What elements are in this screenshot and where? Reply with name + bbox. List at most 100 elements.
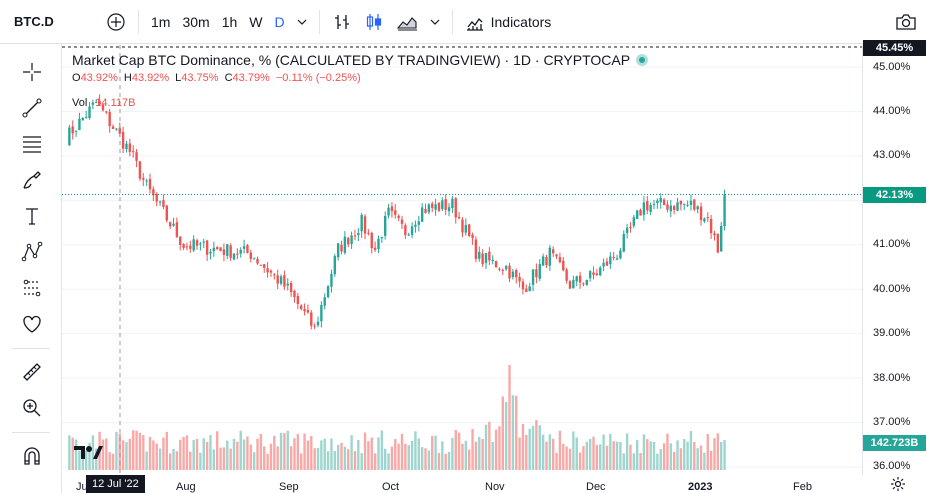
price-axis[interactable]: 45.45% 45.00% 44.00% 43.00% 42.13% 41.00…: [862, 40, 927, 475]
timeframe-dropdown[interactable]: [291, 0, 313, 44]
volume-bar: [121, 440, 125, 470]
candle-body: [639, 209, 642, 216]
timeframe-1h[interactable]: 1h: [221, 13, 238, 30]
area-chart-icon: [396, 16, 417, 30]
time-axis-label: Ju: [76, 481, 88, 493]
volume-bar: [659, 449, 662, 470]
compare-add-button[interactable]: [100, 0, 132, 44]
text-tool[interactable]: [16, 200, 48, 232]
area-chart-type-button[interactable]: [390, 0, 424, 44]
volume-bar: [168, 453, 172, 470]
volume-bar: [209, 435, 212, 470]
candle-body: [303, 308, 306, 312]
candle-body: [162, 200, 165, 207]
time-axis-label: Feb: [793, 481, 812, 493]
volume-bar: [612, 441, 615, 470]
volume-bar: [320, 440, 323, 470]
candle-body: [592, 272, 595, 275]
volume-bar: [179, 439, 182, 470]
candle-body: [504, 265, 508, 270]
bar-chart-type-button[interactable]: [326, 0, 358, 44]
chart-settings-button[interactable]: [890, 476, 906, 493]
candle-body: [78, 118, 81, 130]
candle-body: [148, 178, 152, 190]
candle-body: [300, 305, 303, 310]
volume-bar: [494, 429, 498, 470]
candle-body: [239, 249, 242, 254]
volume-bar: [195, 438, 199, 470]
candle-body: [468, 224, 471, 236]
prediction-tool[interactable]: [16, 272, 48, 304]
candle-body: [656, 200, 659, 204]
volume-bar: [407, 445, 410, 470]
candle-body: [320, 305, 323, 322]
candle-body: [377, 238, 380, 250]
volume-bar: [152, 440, 155, 470]
volume-bar: [417, 438, 420, 470]
indicators-button[interactable]: Indicators: [459, 0, 558, 44]
candle-body: [111, 126, 115, 129]
chart-type-dropdown[interactable]: [424, 0, 446, 44]
candle-body: [625, 227, 629, 233]
volume-bar: [350, 435, 353, 470]
candle-body: [293, 290, 296, 298]
volume-bar: [172, 448, 175, 470]
zoom-tool[interactable]: [16, 392, 48, 424]
volume-bar: [723, 440, 726, 470]
volume-bar: [434, 435, 437, 470]
volume-bar: [226, 440, 229, 470]
snapshot-button[interactable]: [889, 0, 923, 44]
candle-body: [246, 245, 249, 253]
icon-tool[interactable]: [16, 308, 48, 340]
volume-bar: [646, 439, 649, 470]
candle-body: [68, 127, 71, 146]
price-chart[interactable]: [62, 45, 862, 475]
volume-bar: [263, 446, 266, 470]
crosshair-date-tag: 12 Jul '22: [86, 475, 145, 493]
volume-bar: [491, 441, 494, 470]
symbol-search[interactable]: BTC.D: [14, 14, 54, 29]
volume-bar: [615, 441, 619, 470]
timeframe-1m[interactable]: 1m: [151, 13, 171, 30]
pattern-tool[interactable]: [16, 236, 48, 268]
time-axis[interactable]: Ju 12 Jul '22 Aug Sep Oct Nov Dec 2023 F…: [62, 475, 862, 493]
volume-bar: [451, 437, 454, 470]
volume-bar: [219, 447, 222, 470]
volume-bar: [414, 431, 417, 470]
trend-line-tool[interactable]: [16, 92, 48, 124]
open-value: 43.92%: [80, 72, 118, 84]
volume-bar: [636, 440, 639, 470]
candle-body: [394, 210, 397, 215]
timeframe-w[interactable]: W: [249, 13, 263, 30]
candles-chart-type-button[interactable]: [358, 0, 390, 44]
timeframe-d[interactable]: D: [274, 13, 285, 30]
volume-bar: [132, 430, 135, 470]
crosshair-tool[interactable]: [16, 56, 48, 88]
candle-body: [676, 202, 679, 211]
volume-bar: [713, 438, 716, 470]
volume-bar: [269, 443, 273, 470]
candle-body: [636, 210, 639, 219]
candle-body: [491, 259, 494, 262]
tradingview-logo[interactable]: [74, 443, 104, 466]
candle-body: [494, 261, 498, 268]
candle-body: [219, 247, 222, 251]
volume-bar: [444, 453, 447, 470]
volume-bar: [340, 443, 343, 470]
candle-body: [478, 251, 481, 259]
timeframe-30m[interactable]: 30m: [182, 13, 210, 30]
measure-tool[interactable]: [16, 356, 48, 388]
candle-body: [588, 271, 592, 279]
fib-tool[interactable]: [16, 128, 48, 160]
magnet-tool[interactable]: [16, 440, 48, 472]
time-axis-label: Dec: [586, 481, 606, 493]
volume-bar: [625, 433, 629, 470]
low-label: L: [175, 72, 182, 84]
volume-bar: [528, 428, 531, 470]
volume-bar: [330, 438, 333, 470]
open-label: O: [72, 72, 81, 84]
price-axis-label: 45.00%: [873, 61, 911, 73]
brush-tool[interactable]: [16, 164, 48, 196]
volume-bar: [568, 448, 572, 470]
volume-bar: [441, 441, 444, 470]
